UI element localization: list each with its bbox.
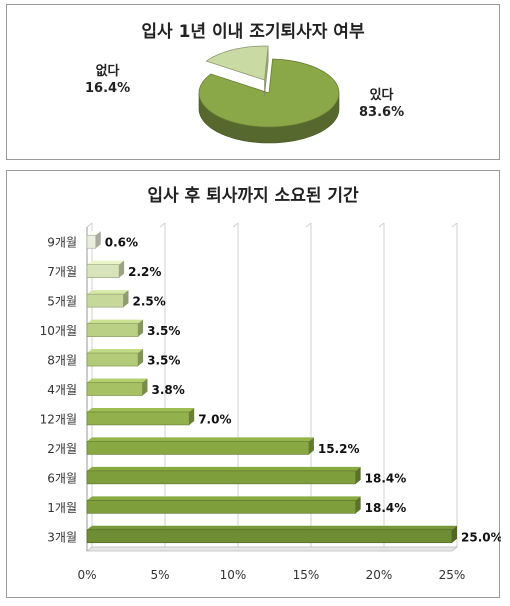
gridline-top (451, 222, 458, 228)
bar-top (87, 378, 148, 383)
data-label: 3.5% (147, 354, 180, 368)
pie-slice-yes (198, 58, 340, 128)
bar-end (142, 378, 148, 396)
category-label: 1개월 (47, 501, 77, 515)
bar (86, 264, 120, 278)
pie-label-no-value: 16.4% (85, 81, 131, 96)
bar (86, 352, 139, 367)
pie-label-no-category: 없다 (95, 64, 120, 79)
bar-chart: 0% 5% 10% 15% 20% 25% 9개월 0.6% 7개월 2.2% 5개월 2.5% 10개… (40, 222, 501, 582)
gridline-top (305, 222, 312, 228)
bar-end (138, 349, 144, 367)
bar-top (87, 525, 457, 530)
category-label: 7개월 (47, 265, 77, 279)
data-label: 3.5% (147, 324, 180, 338)
bar-end (189, 407, 195, 425)
bar-end (119, 260, 125, 278)
category-label: 5개월 (47, 295, 77, 309)
axis-floor (85, 546, 459, 552)
bar-end (138, 319, 144, 337)
bar (86, 500, 356, 514)
category-label: 8개월 (47, 354, 77, 368)
data-label: 2.5% (133, 295, 166, 309)
category-label: 3개월 (47, 530, 77, 544)
gridline-top (378, 222, 385, 228)
bar-top (87, 407, 195, 412)
gridline-top (159, 222, 166, 228)
bar-end (95, 231, 101, 249)
category-label: 6개월 (47, 471, 77, 485)
bar-end (123, 290, 129, 308)
data-label: 15.2% (318, 442, 360, 456)
bar-chart-title: 입사 후 퇴사까지 소요된 기간 (147, 186, 359, 206)
pie-label-yes: 있다 83.6% (359, 87, 404, 121)
data-label: 2.2% (128, 265, 161, 279)
gridline-top (232, 222, 239, 228)
pie-slice-no (205, 45, 269, 81)
data-label: 3.8% (151, 383, 184, 397)
pie-chart-panel: 입사 1년 이내 조기퇴사자 여부 없다 16.4% 있다 83.6% (6, 4, 500, 160)
pie-chart (198, 45, 340, 144)
bar-top (87, 260, 125, 265)
bar-top (87, 496, 361, 501)
category-label: 4개월 (47, 383, 77, 397)
category-label: 2개월 (47, 442, 77, 456)
pie-label-yes-value: 83.6% (359, 105, 405, 120)
x-tick-label: 5% (150, 568, 169, 582)
data-label: 7.0% (198, 412, 231, 426)
category-label: 12개월 (40, 412, 77, 426)
bar (86, 323, 139, 337)
bar-top (87, 290, 129, 295)
data-label: 18.4% (365, 501, 407, 515)
bar-end (452, 525, 457, 543)
bar-end (355, 466, 361, 484)
pie-chart-title: 입사 1년 이내 조기퇴사자 여부 (141, 22, 365, 42)
bar (86, 411, 190, 426)
bar-chart-panel: 입사 후 퇴사까지 소요된 기간 0% 5% 10% 15% 20% 25% 9개월 0.6%… (6, 170, 501, 598)
bar (86, 441, 310, 455)
bar-top (87, 437, 314, 442)
bar-top (87, 319, 144, 324)
pie-label-yes-category: 있다 (369, 88, 394, 103)
x-tick-label: 20% (366, 568, 393, 582)
bar-top (87, 466, 361, 471)
bar-top (87, 349, 144, 354)
gridline-top (86, 222, 93, 228)
data-label: 18.4% (365, 471, 407, 485)
bar (86, 293, 124, 308)
x-tick-label: 10% (220, 568, 247, 582)
data-label: 0.6% (105, 236, 138, 250)
bar-end (308, 437, 314, 455)
bar-end (355, 496, 361, 514)
bar (86, 382, 143, 396)
bar (86, 529, 453, 544)
data-label: 25.0% (461, 530, 501, 544)
x-tick-label: 25% (439, 568, 466, 582)
pie-label-no: 없다 16.4% (85, 63, 130, 97)
category-label: 9개월 (47, 236, 77, 250)
x-tick-label: 0% (77, 568, 96, 582)
category-label: 10개월 (40, 324, 77, 338)
bar-top (87, 231, 101, 236)
x-tick-label: 15% (293, 568, 320, 582)
bar (86, 234, 97, 249)
bar (86, 470, 356, 485)
